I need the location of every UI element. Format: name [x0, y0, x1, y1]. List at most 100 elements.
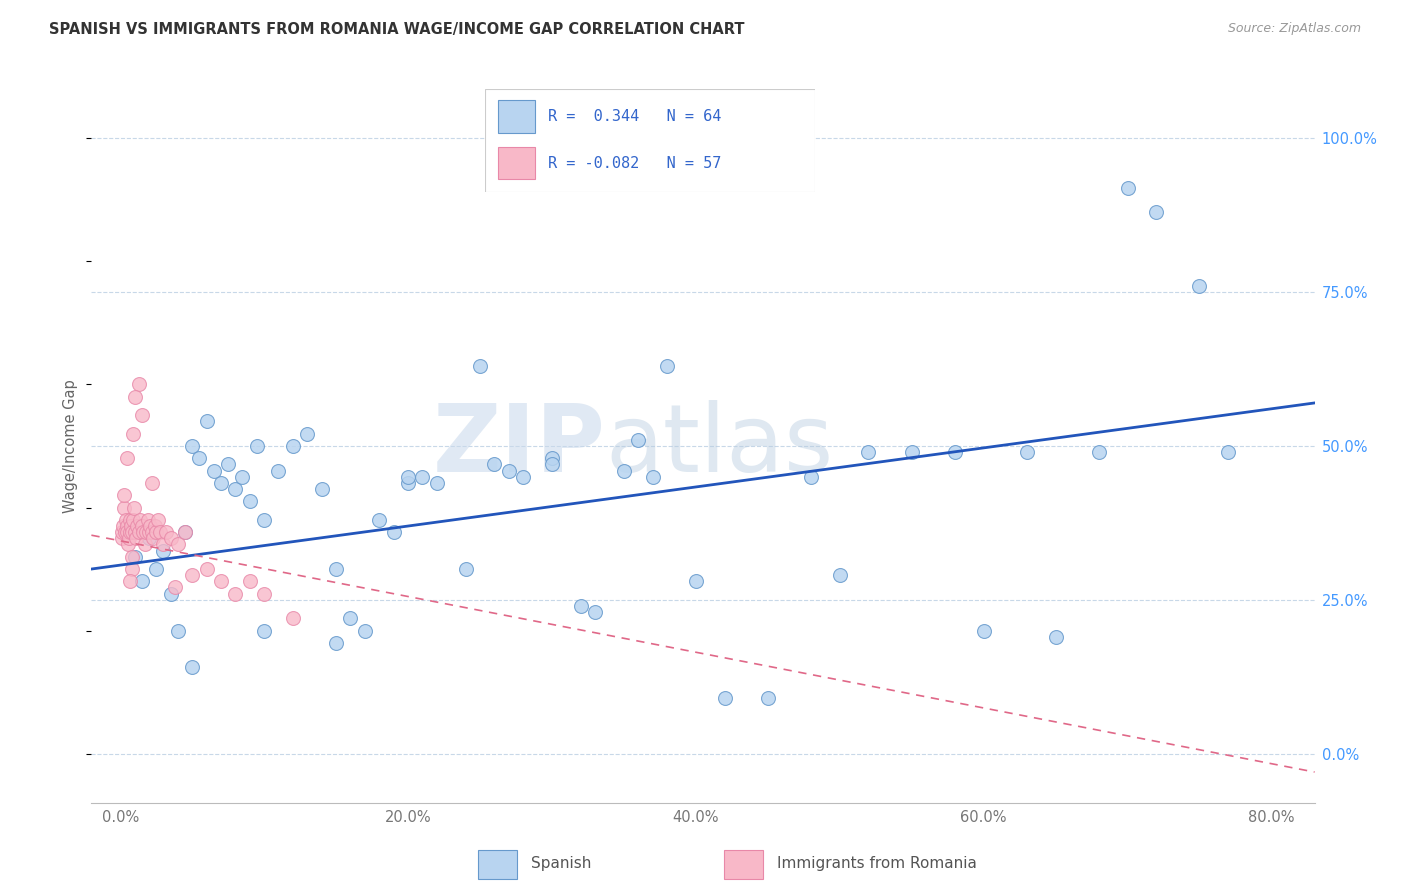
Point	[239, 574, 262, 589]
Point	[239, 494, 262, 508]
Point	[118, 513, 141, 527]
Point	[145, 562, 167, 576]
Point	[188, 451, 211, 466]
Point	[1087, 445, 1109, 459]
Point	[1015, 445, 1038, 459]
Text: Immigrants from Romania: Immigrants from Romania	[778, 855, 977, 871]
Point	[685, 574, 707, 589]
Y-axis label: Wage/Income Gap: Wage/Income Gap	[63, 379, 79, 513]
Point	[128, 525, 150, 540]
Point	[120, 519, 142, 533]
Text: SPANISH VS IMMIGRANTS FROM ROMANIA WAGE/INCOME GAP CORRELATION CHART: SPANISH VS IMMIGRANTS FROM ROMANIA WAGE/…	[49, 22, 745, 37]
Point	[353, 624, 375, 638]
Point	[498, 464, 520, 478]
Point	[121, 525, 143, 540]
Point	[181, 568, 204, 582]
Point	[112, 500, 135, 515]
Point	[110, 531, 132, 545]
Point	[138, 531, 160, 545]
Point	[143, 519, 166, 533]
Point	[541, 451, 564, 466]
Point	[139, 519, 162, 533]
Point	[141, 475, 163, 490]
Point	[468, 359, 491, 373]
Point	[368, 513, 391, 527]
Point	[641, 469, 664, 483]
Point	[396, 469, 419, 483]
Point	[115, 513, 138, 527]
Bar	[498, 101, 534, 133]
Point	[112, 519, 135, 533]
FancyBboxPatch shape	[485, 89, 815, 192]
Point	[828, 568, 851, 582]
Point	[136, 513, 159, 527]
Point	[111, 525, 134, 540]
Bar	[478, 850, 517, 880]
Point	[224, 482, 246, 496]
Point	[166, 624, 188, 638]
Point	[311, 482, 333, 496]
Point	[297, 426, 319, 441]
Point	[142, 531, 165, 545]
Point	[124, 390, 146, 404]
Point	[122, 513, 145, 527]
Point	[396, 475, 419, 490]
Point	[382, 525, 405, 540]
Text: Spanish: Spanish	[531, 855, 591, 871]
Point	[141, 525, 163, 540]
Point	[209, 574, 232, 589]
Point	[943, 445, 966, 459]
Point	[155, 525, 177, 540]
Point	[224, 587, 246, 601]
Point	[1144, 205, 1167, 219]
Point	[117, 525, 139, 540]
Point	[152, 537, 174, 551]
Point	[131, 574, 153, 589]
Point	[114, 488, 136, 502]
Point	[120, 525, 142, 540]
Bar	[498, 146, 534, 179]
Point	[122, 500, 145, 515]
Point	[145, 525, 167, 540]
Point	[858, 445, 880, 459]
Point	[281, 611, 304, 625]
Point	[125, 531, 148, 545]
Point	[655, 359, 678, 373]
Point	[159, 531, 181, 545]
Point	[411, 469, 433, 483]
Text: ZIP: ZIP	[432, 400, 605, 492]
Point	[163, 581, 186, 595]
Point	[900, 445, 922, 459]
Point	[120, 574, 142, 589]
Point	[253, 587, 276, 601]
Point	[253, 513, 276, 527]
Point	[121, 562, 143, 576]
Point	[713, 691, 735, 706]
Point	[195, 414, 218, 428]
Point	[613, 464, 636, 478]
Point	[121, 549, 143, 564]
Point	[181, 660, 204, 674]
Point	[134, 537, 156, 551]
Point	[166, 537, 188, 551]
Text: R =  0.344   N = 64: R = 0.344 N = 64	[548, 110, 721, 124]
Point	[181, 439, 204, 453]
Point	[124, 525, 146, 540]
Point	[114, 525, 136, 540]
Point	[484, 458, 506, 472]
Point	[124, 549, 146, 564]
Point	[118, 531, 141, 545]
Point	[131, 519, 153, 533]
Point	[231, 469, 253, 483]
Point	[217, 458, 239, 472]
Point	[115, 519, 138, 533]
Point	[159, 587, 181, 601]
Point	[512, 469, 534, 483]
Point	[152, 543, 174, 558]
Point	[138, 525, 160, 540]
Point	[1218, 445, 1240, 459]
Point	[146, 513, 169, 527]
Point	[122, 426, 145, 441]
Bar	[724, 850, 763, 880]
Point	[117, 537, 139, 551]
